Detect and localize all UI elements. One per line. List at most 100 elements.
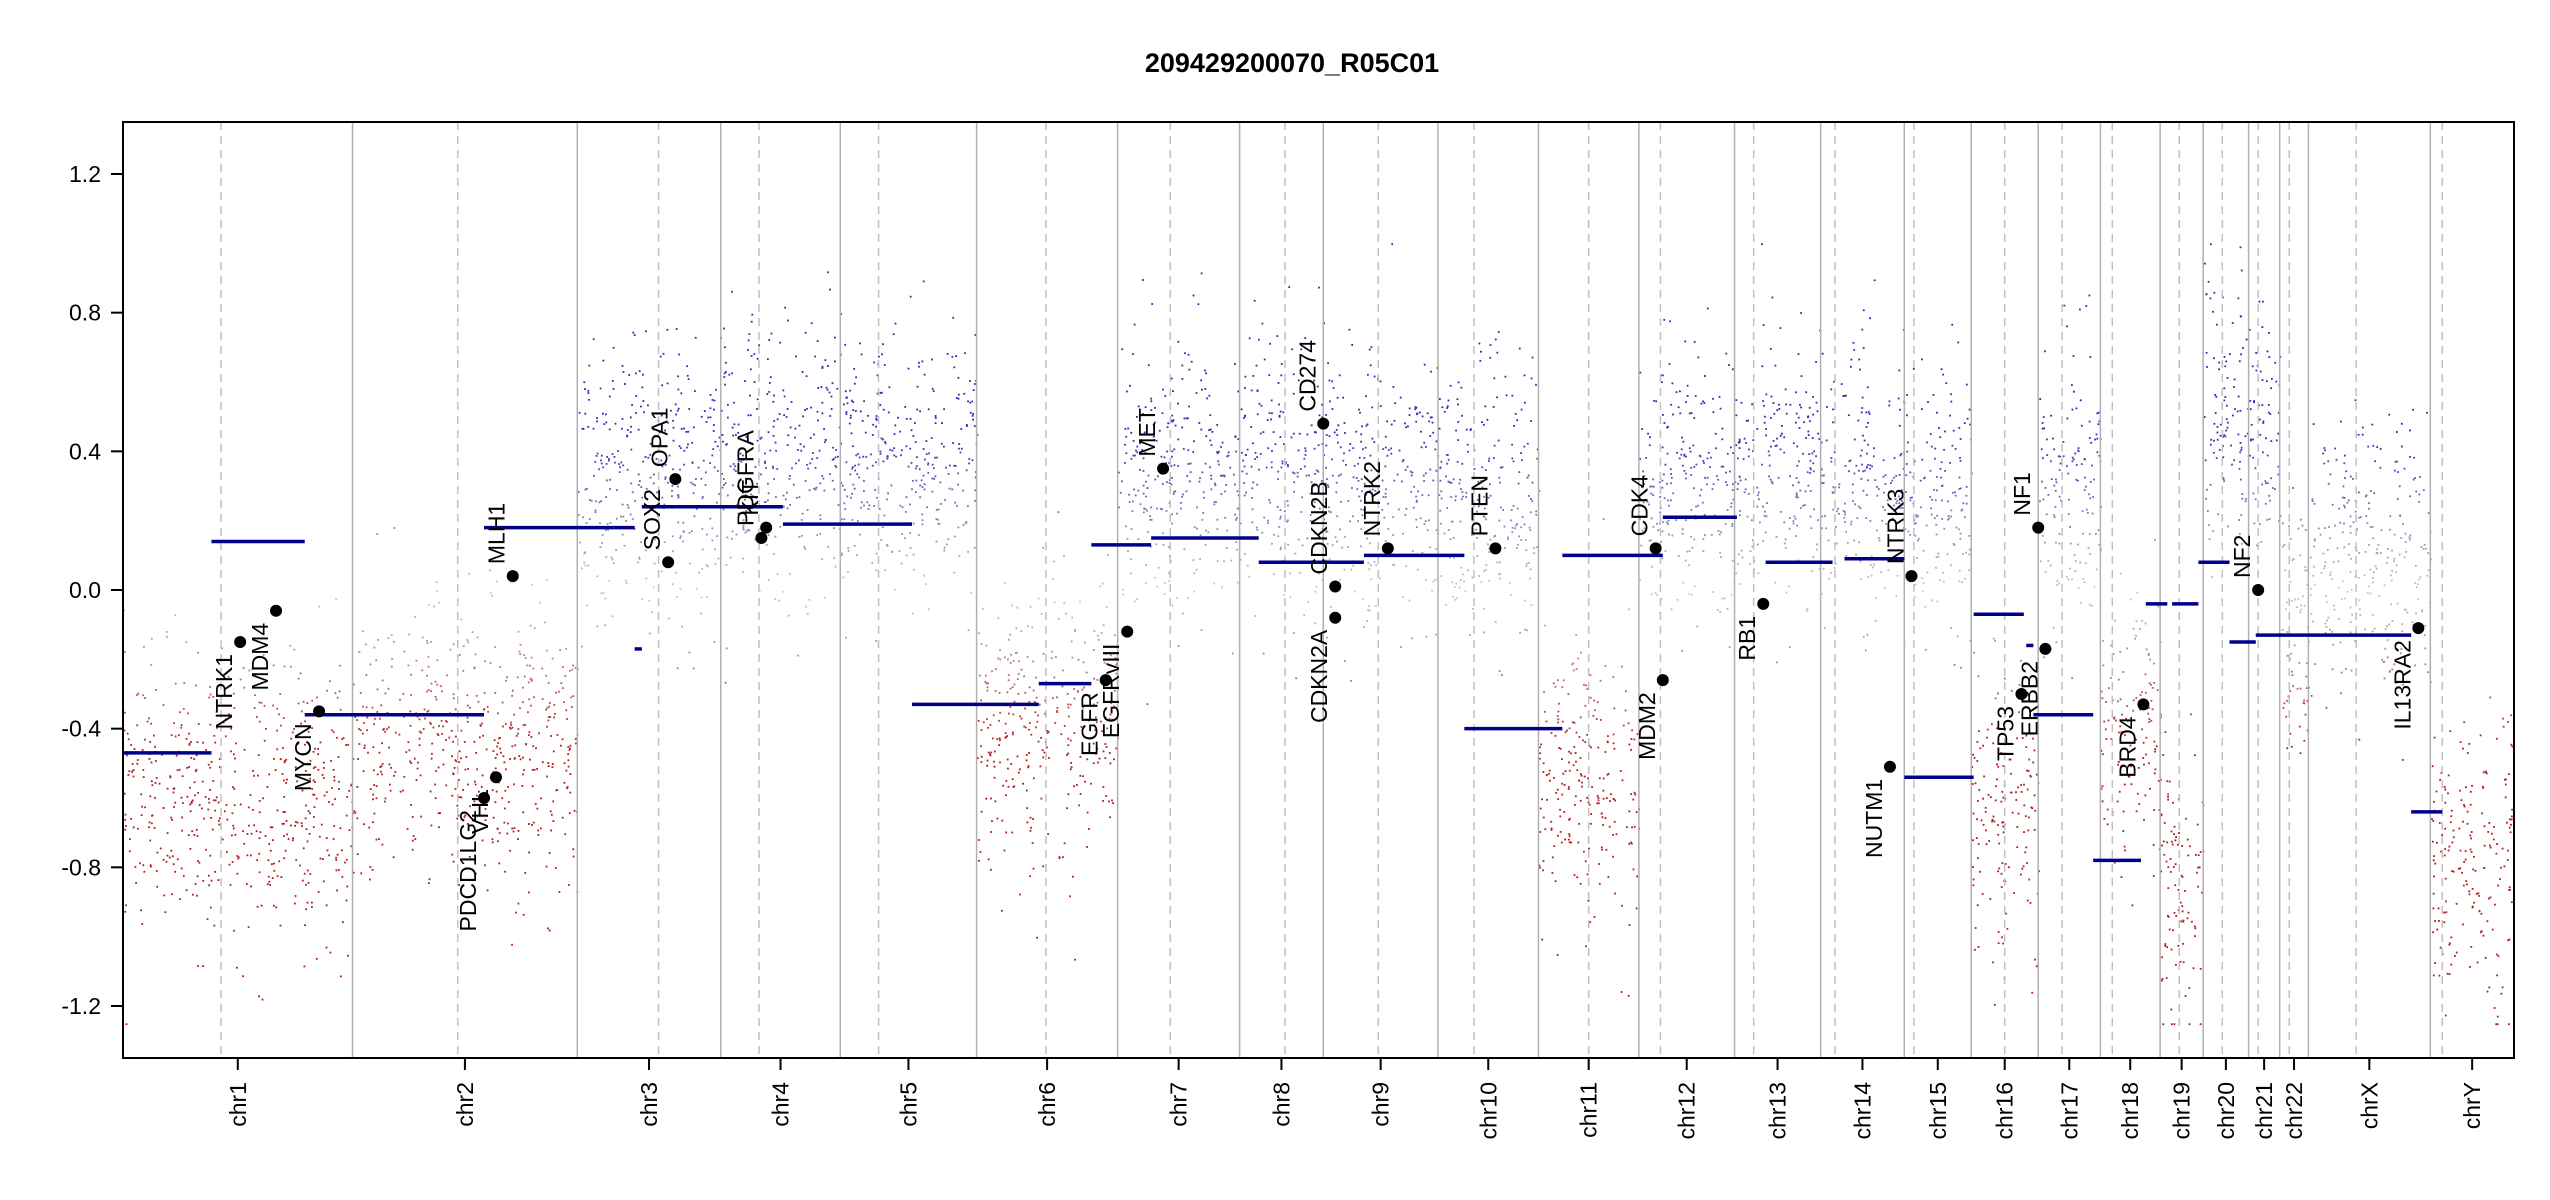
probe-point	[1439, 466, 1442, 469]
probe-point	[967, 505, 969, 507]
probe-point	[2174, 863, 2177, 866]
probe-point	[1300, 511, 1303, 513]
probe-point	[1094, 729, 1097, 731]
probe-point	[358, 743, 361, 745]
probe-point	[2160, 814, 2163, 817]
probe-point	[338, 780, 340, 783]
probe-point	[1118, 506, 1120, 509]
probe-point	[1364, 500, 1366, 503]
probe-point	[358, 651, 361, 653]
probe-point	[1526, 629, 1528, 632]
probe-point	[1326, 636, 1328, 639]
probe-point	[823, 596, 826, 599]
probe-point	[1189, 462, 1192, 465]
probe-point	[1279, 436, 1282, 438]
probe-point	[536, 768, 538, 770]
probe-point	[1142, 470, 1145, 472]
probe-point	[1954, 491, 1956, 494]
probe-point	[2268, 494, 2271, 497]
probe-point	[1795, 412, 1798, 415]
probe-point	[1944, 430, 1946, 433]
probe-point	[185, 738, 188, 740]
probe-point	[2152, 844, 2155, 846]
probe-point	[529, 664, 531, 667]
probe-point	[345, 858, 348, 861]
probe-point	[2130, 783, 2133, 786]
probe-point	[1942, 580, 1945, 583]
probe-point	[2116, 800, 2119, 803]
probe-point	[567, 746, 570, 748]
probe-point	[1136, 445, 1139, 448]
probe-point	[1279, 509, 1282, 511]
probe-point	[269, 849, 272, 852]
probe-point	[1459, 478, 1462, 481]
probe-point	[1343, 422, 1346, 424]
probe-point	[1663, 473, 1665, 476]
probe-point	[1693, 465, 1696, 468]
probe-point	[2047, 494, 2050, 496]
probe-point	[269, 884, 271, 886]
probe-point	[2072, 355, 2075, 357]
probe-point	[918, 365, 920, 368]
probe-point	[454, 708, 457, 711]
probe-point	[879, 404, 882, 406]
probe-point	[1555, 792, 1558, 794]
probe-point	[621, 365, 624, 367]
probe-point	[1042, 652, 1045, 655]
probe-point	[894, 588, 896, 591]
probe-point	[545, 649, 548, 652]
probe-point	[1706, 457, 1709, 460]
probe-point	[1988, 840, 1991, 842]
probe-point	[205, 848, 207, 851]
probe-point	[668, 454, 671, 457]
probe-point	[1510, 519, 1513, 522]
probe-point	[1515, 524, 1518, 527]
probe-point	[148, 717, 150, 720]
probe-point	[2199, 967, 2202, 970]
probe-point	[1711, 488, 1714, 490]
probe-point	[1410, 474, 1413, 477]
probe-point	[2205, 497, 2207, 500]
probe-point	[2209, 297, 2212, 300]
probe-point	[741, 458, 744, 460]
probe-point	[897, 416, 899, 419]
probe-point	[745, 435, 748, 438]
probe-point	[613, 562, 615, 565]
probe-point	[1069, 703, 1072, 706]
probe-point	[2177, 889, 2180, 891]
probe-point	[2289, 658, 2291, 660]
probe-point	[654, 538, 657, 541]
probe-point	[1190, 360, 1193, 363]
probe-point	[587, 564, 590, 567]
probe-point	[1317, 444, 1320, 447]
probe-point	[1137, 538, 1140, 540]
probe-point	[1420, 446, 1423, 449]
probe-point	[1900, 500, 1903, 502]
probe-point	[1685, 472, 1687, 475]
probe-point	[346, 796, 349, 798]
probe-point	[1865, 494, 1868, 496]
probe-point	[2075, 407, 2078, 410]
probe-point	[978, 674, 981, 677]
probe-point	[1464, 590, 1467, 592]
probe-point	[2250, 423, 2253, 426]
probe-point	[1784, 388, 1787, 391]
probe-point	[390, 665, 393, 668]
probe-point	[305, 828, 308, 831]
probe-point	[1263, 358, 1266, 361]
probe-point	[215, 711, 218, 713]
probe-point	[1779, 434, 1782, 437]
probe-point	[1922, 549, 1925, 552]
probe-point	[524, 657, 527, 659]
probe-point	[1934, 457, 1936, 460]
probe-point	[2166, 841, 2169, 844]
probe-point	[1991, 818, 1994, 821]
probe-point	[1826, 406, 1828, 408]
probe-point	[321, 774, 324, 776]
probe-point	[661, 496, 664, 499]
probe-point	[742, 527, 745, 529]
probe-point	[1633, 738, 1636, 741]
probe-point	[1516, 547, 1518, 549]
probe-point	[217, 879, 220, 881]
probe-point	[753, 353, 756, 355]
